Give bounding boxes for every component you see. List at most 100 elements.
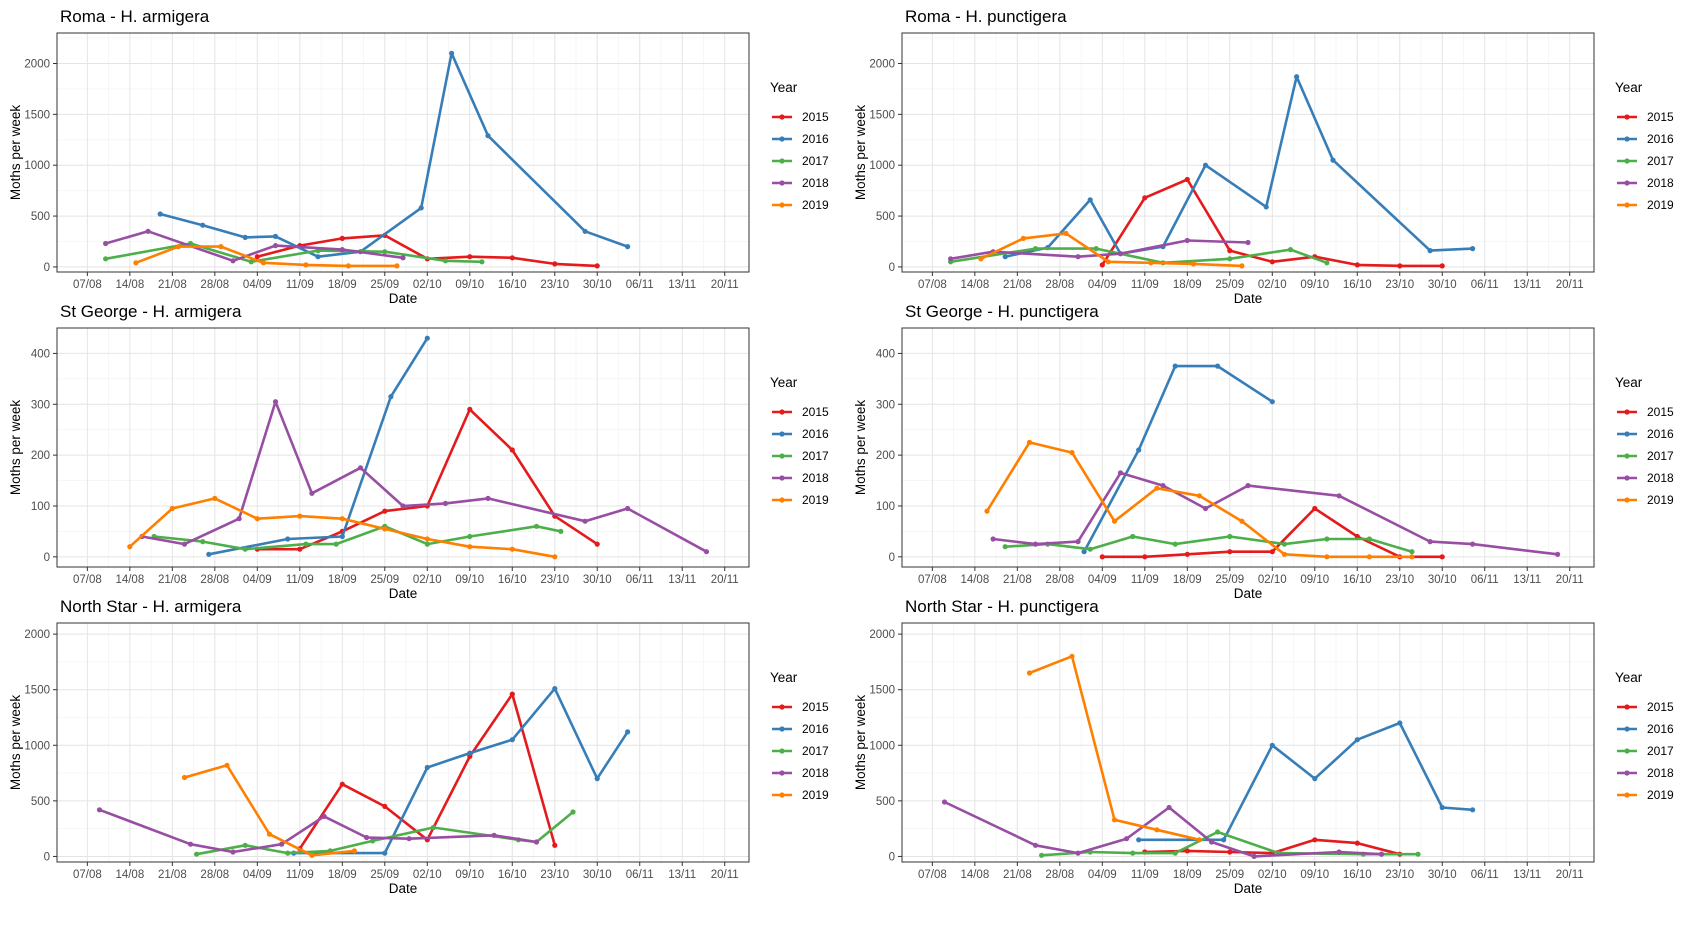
data-point: [424, 541, 430, 547]
y-tick-label: 1000: [24, 160, 50, 172]
x-tick-label: 18/09: [328, 279, 357, 291]
legend: Year 2015 2016 2017 2018 2019: [1615, 80, 1674, 212]
series-2019: [984, 439, 1415, 560]
x-tick-label: 28/08: [200, 574, 229, 586]
legend-label-2016: 2016: [1647, 132, 1674, 146]
data-point: [103, 240, 109, 247]
data-point: [345, 263, 351, 269]
x-tick-label: 16/10: [1343, 574, 1372, 586]
data-point: [1555, 551, 1561, 557]
x-tick-label: 04/09: [1088, 574, 1117, 586]
y-tick-label: 1500: [869, 685, 895, 697]
data-point: [351, 848, 357, 854]
data-point: [467, 533, 473, 540]
data-point: [260, 260, 266, 266]
data-point: [1087, 546, 1093, 552]
data-point: [984, 508, 990, 514]
data-point: [424, 536, 430, 542]
data-point: [1111, 518, 1118, 524]
legend-swatch-point: [779, 409, 785, 415]
data-point: [1196, 837, 1202, 843]
grid-lines: [57, 623, 749, 862]
data-point: [400, 503, 406, 509]
x-tick-label: 14/08: [115, 574, 144, 586]
y-tick-label: 2000: [869, 59, 895, 71]
data-point: [309, 490, 315, 496]
y-tick-label: 0: [44, 851, 50, 863]
data-point: [1294, 74, 1300, 80]
x-axis-label: Date: [389, 291, 418, 306]
data-point: [1184, 848, 1190, 854]
x-tick-label: 21/08: [1003, 869, 1032, 881]
data-point: [1130, 533, 1136, 540]
data-point: [169, 505, 175, 512]
data-point: [1427, 248, 1433, 254]
data-point: [1026, 670, 1033, 676]
x-tick-label: 07/08: [918, 574, 947, 586]
data-point: [1117, 470, 1124, 476]
x-tick-label: 09/10: [1300, 279, 1329, 291]
data-point: [1002, 544, 1008, 550]
legend-swatch-point: [1624, 453, 1630, 459]
legend-swatch-point: [779, 704, 785, 710]
legend-label-2017: 2017: [1647, 744, 1674, 758]
data-point: [424, 764, 430, 771]
data-point: [1470, 246, 1476, 252]
legend-swatch-point: [779, 180, 785, 186]
grid-lines: [902, 328, 1594, 567]
data-point: [442, 258, 449, 264]
x-tick-label: 20/11: [1556, 279, 1584, 291]
x-tick-label: 04/09: [243, 574, 272, 586]
series-2018: [990, 470, 1561, 557]
y-axis-label: Moths per week: [853, 105, 868, 201]
data-point: [1227, 549, 1233, 555]
data-point: [1239, 518, 1245, 524]
chart-title: North Star - H. armigera: [60, 597, 242, 616]
data-point: [582, 518, 588, 524]
data-point: [272, 399, 279, 405]
y-tick-label: 300: [31, 399, 50, 411]
series-2016: [1081, 363, 1275, 555]
legend-swatch-point: [779, 158, 785, 164]
x-tick-label: 09/10: [1300, 574, 1329, 586]
data-point: [1032, 246, 1039, 252]
data-point: [254, 516, 260, 522]
data-point: [1470, 807, 1476, 813]
data-point: [382, 249, 388, 255]
x-tick-label: 25/09: [370, 869, 399, 881]
legend-label-2019: 2019: [1647, 198, 1674, 212]
y-axis-label: Moths per week: [8, 105, 23, 201]
data-point: [703, 549, 710, 555]
plot-background: [902, 623, 1594, 862]
data-point: [1190, 261, 1196, 267]
x-tick-label: 16/10: [1343, 279, 1372, 291]
series-line-2016: [1137, 721, 1474, 842]
series-2018: [103, 228, 406, 264]
data-point: [357, 465, 364, 471]
data-point: [157, 211, 163, 217]
data-point: [1281, 551, 1287, 557]
chart-title: North Star - H. punctigera: [905, 597, 1099, 616]
legend-swatch-point: [1624, 114, 1630, 120]
data-point: [297, 513, 303, 519]
legend: Year 2015 2016 2017 2018 2019: [770, 670, 829, 802]
data-point: [1354, 737, 1360, 743]
x-tick-label: 02/10: [413, 869, 442, 881]
x-tick-label: 25/09: [1215, 574, 1244, 586]
x-tick-label: 07/08: [73, 279, 102, 291]
legend-swatch-point: [779, 770, 785, 776]
data-point: [339, 516, 345, 522]
legend-swatch-point: [1624, 202, 1630, 208]
data-point: [1324, 554, 1330, 560]
y-tick-label: 2000: [24, 629, 50, 641]
x-tick-label: 21/08: [158, 869, 187, 881]
data-point: [479, 259, 485, 265]
data-point: [594, 776, 600, 782]
data-point: [206, 551, 212, 557]
y-tick-label: 400: [31, 348, 50, 360]
plot-border: [56, 327, 750, 568]
data-point: [303, 262, 309, 268]
data-point: [1378, 851, 1385, 857]
x-tick-label: 21/08: [1003, 279, 1032, 291]
data-point: [145, 228, 151, 234]
